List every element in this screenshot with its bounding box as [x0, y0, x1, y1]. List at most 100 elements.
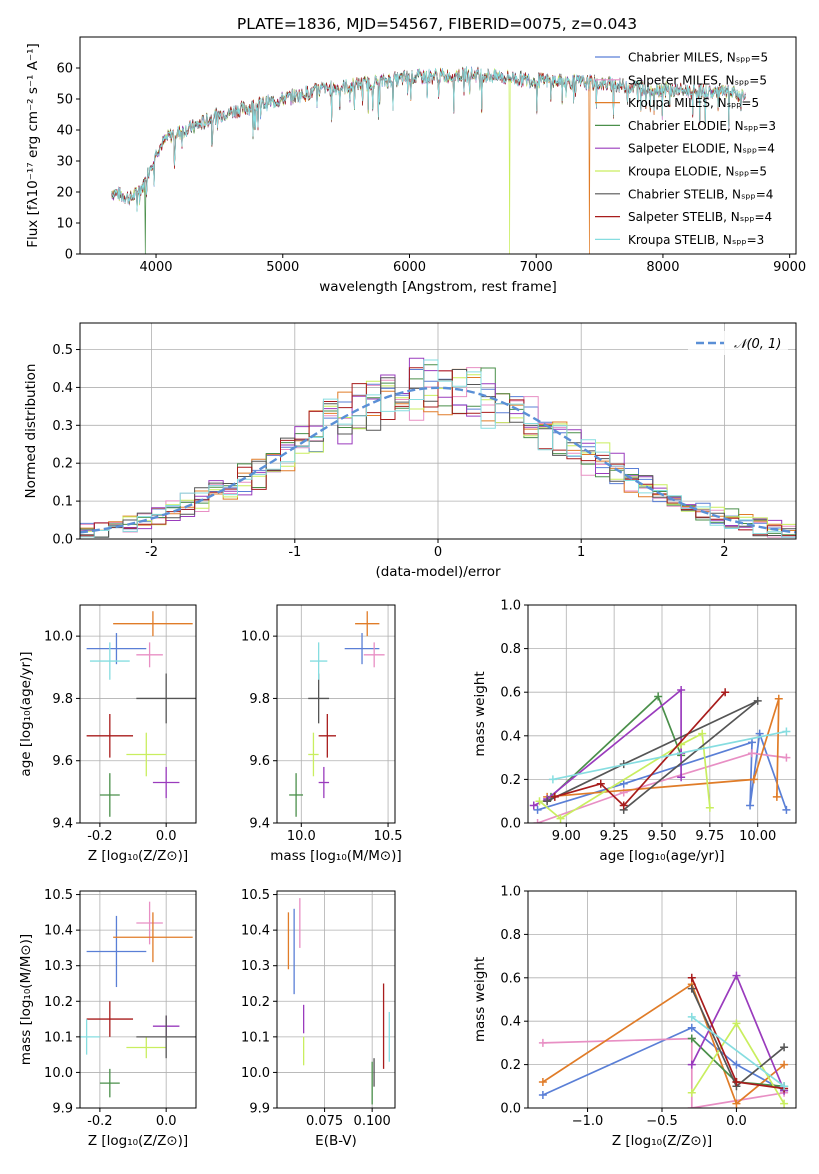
y-tick-label: 10.1	[44, 1030, 73, 1045]
x-axis-label: Z [log₁₀(Z/Z⊙)]	[612, 1133, 712, 1149]
errorbar-point-series-7	[86, 714, 134, 758]
weight-marker	[556, 814, 565, 823]
errorbar-point-series-4	[318, 766, 330, 799]
y-tick-label: 10.0	[241, 630, 270, 645]
x-tick-label: 5000	[266, 260, 299, 275]
x-axis-label: Z [log₁₀(Z/Z⊙)]	[88, 848, 188, 864]
panel-mass_vs_Z: -0.2 0.0 9.9 10.0 10.1 10.2 10.3 10.4 10.5 Z [log…	[18, 888, 197, 1149]
x-axis-label: (data-model)/error	[375, 564, 501, 580]
weight-marker	[687, 1060, 696, 1069]
y-tick-label: 10	[56, 217, 73, 232]
weight-marker	[732, 1099, 741, 1108]
weight-marker	[543, 797, 552, 806]
errorbar-point-series-7	[86, 1001, 134, 1037]
panel-residual_hist: -2 -1 0 1 2 0.0 0.1 0.2 0.3 0.4 0.5 (data-model)/er…	[23, 322, 797, 580]
x-tick-label: -0.2	[87, 829, 112, 844]
weight-marker	[687, 1034, 696, 1043]
x-tick-label: 6000	[393, 260, 426, 275]
y-tick-label: 0.8	[500, 642, 521, 657]
panel-age_vs_mass: 10.0 10.5 9.4 9.6 9.8 10.0 mass [log₁₀(M/M⊙)]	[241, 604, 403, 864]
errorbar-point-series-1	[136, 642, 163, 668]
y-tick-label: 40	[56, 124, 73, 139]
weight-marker	[705, 803, 714, 812]
errorbar-point-series-5	[308, 732, 319, 777]
errorbar-point-series-2	[113, 912, 193, 963]
axes-frame	[276, 890, 396, 1109]
plot-area	[538, 971, 789, 1108]
weight-marker	[780, 1060, 789, 1069]
weight-line	[552, 730, 787, 781]
weight-marker	[687, 984, 696, 993]
errorbar-point-series-8	[80, 1019, 100, 1055]
y-tick-label: 0.1	[52, 495, 73, 510]
errorbar-point-series-4	[152, 766, 180, 799]
y-tick-label: 0.0	[500, 1102, 521, 1117]
errorbar-point-series-1	[136, 901, 163, 945]
spectrum-line-series-8	[111, 66, 746, 213]
x-tick-label: 9.25	[600, 829, 629, 844]
errorbar-point-series-6	[308, 673, 330, 724]
x-axis-label: E(B-V)	[315, 1133, 357, 1149]
weight-line	[691, 973, 785, 1091]
weight-marker	[772, 792, 781, 801]
x-tick-label: 0.0	[156, 829, 177, 844]
weight-series-1	[533, 749, 791, 823]
y-tick-label: 9.6	[52, 754, 73, 769]
y-tick-label: 10.4	[241, 924, 270, 939]
legend-label: 𝒩(0, 1)	[734, 337, 781, 352]
errorbar-point-series-8	[309, 642, 328, 680]
axes-frame	[79, 36, 797, 255]
errorbar-point-series-6	[136, 1015, 196, 1059]
y-tick-label: 10.5	[44, 888, 73, 903]
errorbar-point-series-5	[126, 1036, 167, 1059]
weight-marker	[780, 1082, 789, 1091]
y-tick-label: 9.8	[249, 692, 270, 707]
y-tick-label: 9.4	[52, 817, 73, 832]
y-tick-label: 0.4	[52, 381, 73, 396]
legend: 𝒩(0, 1)	[688, 331, 788, 355]
y-tick-label: 0.8	[500, 928, 521, 943]
y-axis-label: mass [log₁₀(M/M⊙)]	[18, 934, 34, 1065]
weight-series-7	[550, 688, 730, 810]
x-tick-label: -1	[288, 545, 301, 560]
legend-label: Salpeter ELODIE, Nₛₚₚ=4	[628, 142, 775, 156]
y-tick-label: 10.0	[241, 1066, 270, 1081]
errorbar-point-series-7	[318, 714, 336, 758]
y-tick-label: 0.4	[500, 729, 521, 744]
y-tick-label: 0	[65, 248, 73, 263]
weight-marker	[732, 1077, 741, 1086]
axes-frame	[79, 890, 197, 1109]
y-tick-label: 9.9	[52, 1102, 73, 1117]
x-tick-label: 0.0	[726, 1114, 747, 1129]
errorbar-point-series-3	[99, 1068, 120, 1098]
y-tick-label: 0.2	[52, 457, 73, 472]
x-tick-label: 8000	[646, 260, 679, 275]
y-tick-label: 0.5	[52, 343, 73, 358]
spectrum-line-series-4	[111, 66, 746, 208]
y-tick-label: 10.0	[44, 1066, 73, 1081]
y-tick-label: 0.2	[500, 1058, 521, 1073]
x-axis-label: wavelength [Angstrom, rest frame]	[319, 279, 557, 295]
x-tick-label: 9000	[773, 260, 806, 275]
errorbar-point-series-1	[363, 642, 385, 668]
weight-marker	[538, 1038, 547, 1047]
weight-marker	[687, 1012, 696, 1021]
x-tick-label: 0.0	[156, 1114, 177, 1129]
weight-marker	[687, 1088, 696, 1097]
weight-marker	[619, 801, 628, 810]
weight-series-8	[548, 727, 791, 784]
plot-area	[86, 611, 196, 817]
y-tick-label: 1.0	[500, 599, 521, 614]
legend: Chabrier MILES, Nₛₚₚ=5 Salpeter MILES, Nₛ…	[595, 51, 776, 247]
axes-frame	[276, 604, 396, 824]
errorbar-point-series-0	[86, 915, 147, 988]
weight-marker	[782, 753, 791, 762]
legend-label: Salpeter MILES, Nₛₚₚ=5	[628, 73, 767, 87]
weight-marker	[687, 1023, 696, 1032]
weight-line	[691, 1016, 785, 1087]
x-tick-label: 2	[720, 545, 728, 560]
panel-weight_vs_Z: −1.0 −0.5 0.0 0.0 0.2 0.4 0.6 0.8 1.0 Z [log₁₀(Z/…	[472, 885, 797, 1149]
weight-marker	[749, 775, 758, 784]
y-tick-label: 0.0	[500, 817, 521, 832]
weight-line	[537, 752, 787, 823]
